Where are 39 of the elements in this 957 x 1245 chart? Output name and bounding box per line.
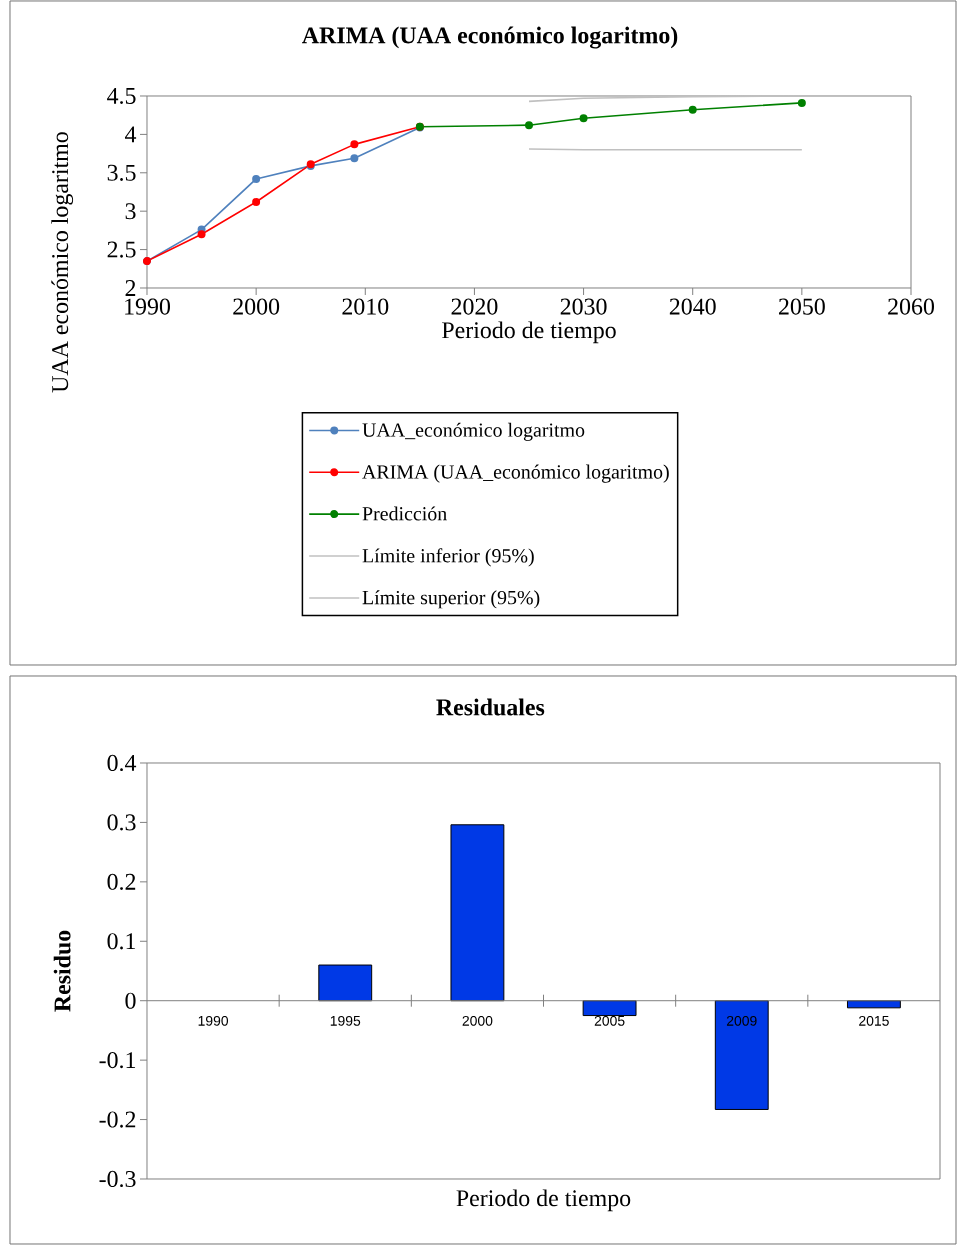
legend-label: UAA_económico logaritmo (362, 422, 585, 441)
y-tick-label: 0.2 (107, 873, 136, 890)
x-tick-label: 2010 (342, 298, 389, 315)
y-tick-label: 0 (125, 992, 136, 1009)
y-tick-label: 4.5 (107, 87, 136, 105)
x-tick-label: 2000 (233, 298, 280, 315)
y-tick-label: 0.3 (107, 814, 136, 831)
legend-label: ARIMA (UAA_económico logaritmo) (362, 464, 669, 483)
y-axis-title: Residuo (53, 930, 71, 1012)
y-tick-label: 3 (125, 203, 136, 220)
y-tick-label: 3.5 (107, 164, 136, 181)
y-tick-label: -0.1 (99, 1052, 136, 1069)
y-tick-label: 0.4 (107, 754, 137, 772)
legend-label: Predicción (362, 506, 447, 521)
legend-label: Límite inferior (95%) (362, 548, 534, 567)
x-tick-label: 2000 (462, 1015, 493, 1026)
y-tick-label: -0.3 (99, 1170, 136, 1188)
y-tick-label: 2.5 (107, 241, 136, 258)
x-tick-label: 2020 (451, 298, 498, 315)
x-tick-label: 1990 (198, 1015, 229, 1026)
x-axis-title: Periodo de tiempo (456, 1189, 631, 1212)
chart-title: Residuales (436, 698, 545, 716)
x-axis-title: Periodo de tiempo (442, 321, 616, 344)
x-tick-label: 2040 (669, 298, 716, 315)
chart-title: ARIMA (UAA económico logaritmo) (302, 26, 678, 49)
y-axis-title: UAA económico logaritmo (51, 132, 74, 393)
x-tick-label: 2015 (859, 1015, 889, 1026)
x-tick-label: 1990 (125, 298, 170, 315)
y-tick-label: 4 (125, 126, 137, 143)
x-tick-label: 2030 (560, 298, 607, 315)
x-tick-label: 2060 (888, 298, 934, 315)
y-tick-label: 0.1 (107, 933, 136, 950)
x-tick-label: 1995 (330, 1015, 361, 1026)
y-tick-label: -0.2 (99, 1111, 136, 1128)
y-tick-label: 2 (125, 280, 136, 296)
x-tick-label: 2050 (779, 298, 825, 315)
legend-label: Límite superior (95%) (362, 590, 540, 609)
x-tick-label: 2009 (726, 1015, 757, 1026)
x-tick-label: 2005 (594, 1015, 625, 1026)
